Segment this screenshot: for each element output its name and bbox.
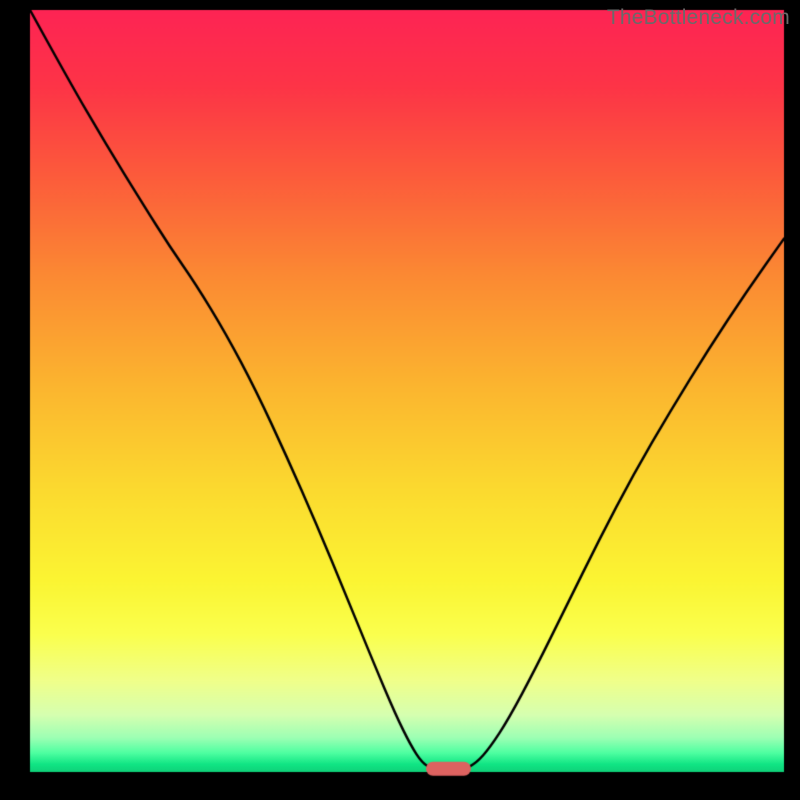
bottleneck-chart-canvas <box>0 0 800 800</box>
chart-stage: TheBottleneck.com <box>0 0 800 800</box>
watermark-text: TheBottleneck.com <box>607 6 790 30</box>
